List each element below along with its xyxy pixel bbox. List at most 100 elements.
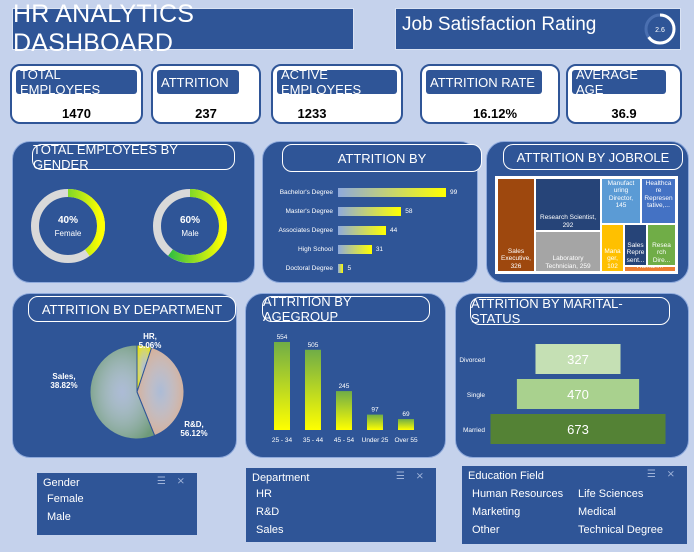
slicer-item-rd[interactable]: R&D — [256, 506, 280, 518]
male-pct: 60% — [180, 215, 200, 226]
kpi-label: TOTAL EMPLOYEES — [16, 67, 137, 97]
age-bar[interactable] — [336, 391, 352, 430]
bar[interactable] — [338, 245, 372, 254]
female-donut: 40% Female — [31, 189, 105, 263]
bar[interactable] — [338, 226, 386, 235]
slicer-item-technical-degree[interactable]: Technical Degree — [578, 524, 663, 536]
kpi-label: ACTIVE EMPLOYEES — [277, 67, 397, 97]
pie-label: Sales, — [52, 372, 75, 381]
pie-percent: 56.12% — [180, 429, 207, 438]
kpi-attrition-rate: ATTRITION RATE 16.12% — [420, 64, 560, 124]
slicer-item-male[interactable]: Male — [47, 511, 71, 523]
bar-value: 44 — [390, 227, 398, 234]
treemap-cell[interactable]: Manufact uring Director, 145 — [602, 179, 640, 223]
kpi-average-age: AVERAGE AGE 36.9 — [566, 64, 682, 124]
age-bar[interactable] — [367, 414, 383, 430]
female-pct: 40% — [58, 215, 78, 226]
education-slicer: Education Field ☰ ⨯ Human Resources Life… — [462, 466, 687, 544]
pie-slice[interactable] — [89, 344, 156, 440]
funnel-bar[interactable] — [535, 344, 621, 374]
kpi-label: AVERAGE AGE — [572, 67, 666, 97]
department-title: ATTRITION BY DEPARTMENT — [28, 296, 236, 322]
funnel-value: 327 — [567, 352, 589, 367]
kpi-value: 1233 — [297, 106, 327, 121]
funnel-bar[interactable] — [490, 414, 666, 444]
slicer-filter-icons[interactable]: ☰ ⨯ — [395, 471, 428, 482]
slicer-item-marketing[interactable]: Marketing — [472, 506, 521, 518]
job-satisfaction-gauge: 2.6 — [644, 13, 676, 45]
slicer-item-medical[interactable]: Medical — [578, 506, 616, 518]
slicer-item-life-sciences[interactable]: Life Sciences — [578, 488, 644, 500]
bar[interactable] — [338, 188, 446, 197]
dashboard-title: HR ANALYTICS DASHBOARD — [12, 0, 354, 57]
funnel-label: Divorced — [459, 357, 485, 364]
job-satisfaction-card: Job Satisfaction Rating 2.6 — [395, 8, 681, 50]
kpi-label: ATTRITION — [157, 70, 239, 94]
age-bar-label: 25 - 34 — [272, 437, 293, 444]
bar[interactable] — [338, 207, 402, 216]
bar-label: Bachelor's Degree — [279, 189, 333, 196]
funnel-bar[interactable] — [516, 379, 640, 409]
slicer-item-sales[interactable]: Sales — [256, 524, 284, 536]
slicer-item-female[interactable]: Female — [47, 493, 84, 505]
marital-title: ATTRITION BY MARITAL-STATUS — [470, 296, 670, 326]
pie-slice[interactable] — [136, 346, 185, 437]
bar-value: 31 — [375, 246, 384, 253]
kpi-attrition: ATTRITION 237 — [151, 64, 261, 124]
treemap-cell[interactable]: Resea rch Dire... — [648, 225, 675, 265]
treemap-cell[interactable]: Mana ger, 102 — [602, 225, 623, 271]
age-bar-label: Under 25 — [362, 437, 389, 444]
funnel-label: Married — [463, 427, 485, 434]
department-pie: HR,5.06% Sales,38.82% R&D,56.12% — [50, 332, 208, 440]
pie-percent: 38.82% — [50, 381, 77, 390]
age-bar-value: 505 — [308, 342, 319, 349]
treemap-cell[interactable]: Sales Executive, 326 — [498, 179, 534, 271]
agegroup-title: ATTRITION BY AGEGROUP — [262, 294, 430, 324]
age-bar-value: 554 — [277, 334, 288, 341]
funnel-value: 470 — [567, 387, 589, 402]
bar-label: Master's Degree — [285, 208, 333, 215]
attrition-by-chart: Bachelor's Degree 99 Master's Degree 58 Asso… — [262, 180, 478, 280]
slicer-item-hr[interactable]: HR — [256, 488, 272, 500]
kpi-value: 1470 — [62, 106, 91, 121]
age-bar[interactable] — [398, 419, 414, 430]
slicer-header: Education Field — [468, 470, 544, 482]
treemap-cell[interactable]: Laboratory Technician, 259 — [536, 232, 600, 271]
department-slicer: Department ☰ ⨯ HR R&D Sales — [246, 468, 436, 542]
slicer-filter-icons[interactable]: ☰ ⨯ — [156, 476, 189, 487]
funnel-value: 673 — [567, 422, 589, 437]
bar-label: Associates Degree — [278, 227, 333, 234]
slicer-item-human-resources[interactable]: Human Resources — [472, 488, 564, 500]
job-satisfaction-value: 2.6 — [655, 27, 665, 34]
kpi-value: 237 — [195, 106, 217, 121]
kpi-total-employees: TOTAL EMPLOYEES 1470 — [10, 64, 143, 124]
slicer-header: Gender — [43, 477, 80, 489]
job-satisfaction-label: Job Satisfaction Rating — [402, 14, 597, 35]
age-bar-label: 35 - 44 — [303, 437, 324, 444]
male-donut: 60% Male — [153, 189, 227, 263]
gender-panel-title: TOTAL EMPLOYEES BY GENDER — [32, 142, 235, 172]
kpi-value: 36.9 — [611, 106, 637, 121]
slicer-header: Department — [252, 472, 310, 484]
jobrole-treemap: Sales Executive, 326 Research Scientist, … — [495, 176, 678, 274]
treemap-cell[interactable]: Sales Repre sent... — [625, 225, 646, 265]
pie-label: R&D, — [184, 420, 204, 429]
bar-label: Doctoral Degree — [285, 265, 333, 272]
treemap-cell[interactable]: Human... — [625, 267, 675, 271]
bar-value: 58 — [405, 208, 413, 215]
slicer-filter-icons[interactable]: ☰ ⨯ — [646, 469, 679, 480]
female-label: Female — [55, 229, 82, 238]
treemap-cell[interactable]: Healthca re Represen tative,... — [642, 179, 675, 223]
bar-value: 99 — [450, 189, 458, 196]
kpi-label: ATTRITION RATE — [426, 70, 542, 94]
treemap-cell[interactable]: Research Scientist, 292 — [536, 179, 600, 230]
age-bar-value: 69 — [402, 411, 410, 418]
age-bar[interactable] — [274, 342, 290, 430]
slicer-item-other[interactable]: Other — [472, 524, 500, 536]
bar[interactable] — [338, 264, 344, 273]
age-bar[interactable] — [305, 349, 321, 430]
agegroup-chart: 554 25 - 34 505 35 - 44 245 45 - 54 97 Under 25… — [272, 334, 418, 444]
kpi-active-employees: ACTIVE EMPLOYEES 1233 — [271, 64, 403, 124]
funnel-label: Single — [467, 392, 485, 399]
marital-chart: 327 Divorced 470 Single 673 Married — [459, 344, 666, 444]
